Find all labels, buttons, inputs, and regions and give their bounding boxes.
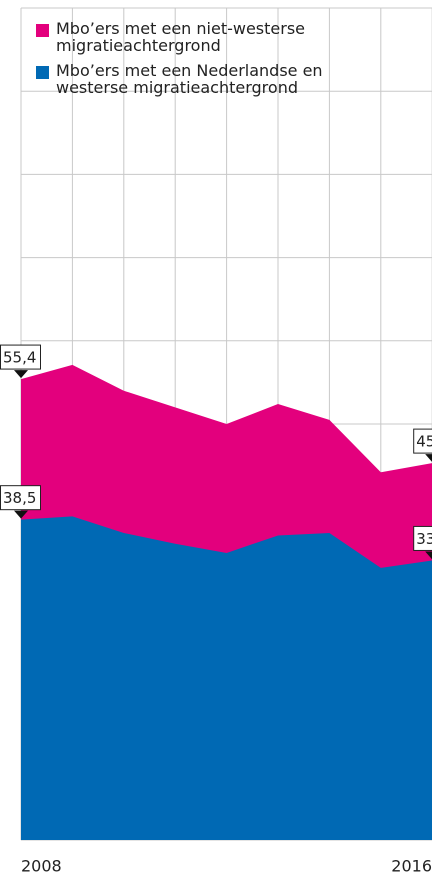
x-tick-label: 2016 — [391, 857, 432, 876]
value-label: 33 — [413, 525, 432, 560]
legend-label: Mbo’ers met een Nederlandse en westerse … — [56, 61, 323, 97]
legend-swatch — [36, 24, 49, 37]
data-label: 38,5 — [3, 489, 36, 507]
legend: Mbo’ers met een niet-westerse migratieac… — [36, 20, 356, 104]
value-label: 38,5 — [0, 485, 41, 519]
value-label: 55,4 — [0, 344, 41, 379]
data-label: 45 — [416, 433, 432, 451]
label-pointer — [14, 370, 28, 379]
data-label: 33 — [416, 530, 432, 548]
label-box — [413, 525, 432, 551]
label-pointer — [425, 454, 432, 462]
label-box — [0, 485, 41, 511]
value-label: 45 — [413, 428, 432, 462]
label-box — [0, 344, 41, 370]
legend-swatch — [36, 66, 49, 79]
x-tick-label: 2008 — [21, 857, 62, 876]
label-box — [413, 428, 432, 454]
label-pointer — [14, 510, 28, 519]
legend-item: Mbo’ers met een Nederlandse en westerse … — [36, 62, 356, 96]
area — [21, 516, 432, 840]
data-label: 55,4 — [3, 349, 36, 367]
label-pointer — [425, 551, 432, 560]
legend-item: Mbo’ers met een niet-westerse migratieac… — [36, 20, 356, 54]
legend-label: Mbo’ers met een niet-westerse migratieac… — [56, 19, 305, 55]
